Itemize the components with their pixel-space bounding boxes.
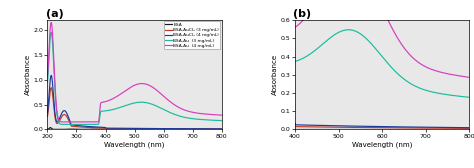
BSA-Au  (4 mg/mL) (104, 100, 109, 102)
BSA (47, 127, 53, 129)
Y-axis label: Absorbance: Absorbance (25, 54, 31, 95)
BSA-Au  (4 mg/mL) (140, 82, 146, 85)
BSA-Au  (4 mg/mL) (74, 121, 80, 123)
BSA-Au  (3 mg/mL) (48, 31, 54, 33)
Y-axis label: Absorbance: Absorbance (272, 54, 278, 95)
BSA-AuCl₃ (4 mg/mL) (219, 128, 225, 130)
BSA-AuCl₃ (4 mg/mL) (48, 74, 54, 76)
BSA-AuCl₃ (3 mg/mL) (74, 126, 80, 128)
BSA-Au  (3 mg/mL) (104, 110, 109, 112)
Line: BSA-AuCl₃ (3 mg/mL): BSA-AuCl₃ (3 mg/mL) (47, 88, 222, 129)
Line: BSA: BSA (47, 128, 222, 129)
Line: BSA-Au  (4 mg/mL): BSA-Au (4 mg/mL) (47, 23, 222, 122)
BSA-Au  (3 mg/mL) (137, 101, 142, 103)
BSA-AuCl₃ (4 mg/mL) (45, 112, 50, 114)
BSA-Au  (3 mg/mL) (219, 120, 225, 122)
BSA-Au  (3 mg/mL) (73, 123, 78, 125)
BSA (74, 128, 80, 130)
BSA (140, 128, 146, 130)
Line: BSA-AuCl₃ (4 mg/mL): BSA-AuCl₃ (4 mg/mL) (47, 75, 222, 129)
BSA (68, 128, 73, 130)
BSA (86, 128, 92, 130)
BSA-Au  (4 mg/mL) (45, 75, 50, 77)
BSA-AuCl₃ (3 mg/mL) (219, 128, 225, 130)
BSA (104, 128, 109, 130)
BSA-AuCl₃ (4 mg/mL) (140, 128, 146, 130)
BSA-AuCl₃ (3 mg/mL) (103, 128, 109, 130)
BSA-AuCl₃ (4 mg/mL) (137, 127, 142, 129)
BSA-AuCl₃ (4 mg/mL) (103, 127, 109, 129)
BSA-Au  (3 mg/mL) (120, 105, 126, 107)
BSA-AuCl₃ (3 mg/mL) (140, 128, 146, 130)
Line: BSA-Au  (3 mg/mL): BSA-Au (3 mg/mL) (47, 32, 222, 124)
BSA-AuCl₃ (3 mg/mL) (48, 87, 54, 89)
BSA-Au  (3 mg/mL) (45, 81, 50, 83)
BSA-Au  (3 mg/mL) (74, 123, 80, 125)
BSA-AuCl₃ (4 mg/mL) (74, 124, 80, 127)
BSA (219, 128, 225, 130)
BSA-Au  (4 mg/mL) (48, 22, 54, 24)
X-axis label: Wavelength (nm): Wavelength (nm) (104, 141, 165, 148)
BSA-Au  (3 mg/mL) (140, 101, 146, 103)
BSA-Au  (4 mg/mL) (73, 121, 78, 123)
BSA-Au  (4 mg/mL) (68, 121, 73, 123)
BSA-AuCl₃ (3 mg/mL) (68, 124, 73, 126)
BSA-AuCl₃ (3 mg/mL) (137, 128, 142, 130)
BSA (120, 128, 126, 130)
BSA-Au  (4 mg/mL) (137, 83, 142, 85)
BSA-AuCl₃ (3 mg/mL) (45, 115, 50, 117)
Text: (b): (b) (293, 9, 311, 19)
BSA-Au  (4 mg/mL) (120, 91, 126, 93)
BSA-Au  (3 mg/mL) (68, 123, 73, 125)
X-axis label: Wavelength (nm): Wavelength (nm) (352, 141, 412, 148)
BSA-AuCl₃ (3 mg/mL) (120, 128, 126, 130)
BSA-AuCl₃ (4 mg/mL) (120, 127, 126, 129)
Legend: BSA, BSA-AuCl₃ (3 mg/mL), BSA-AuCl₃ (4 mg/mL), BSA-Au  (3 mg/mL), BSA-Au  (4 mg/: BSA, BSA-AuCl₃ (3 mg/mL), BSA-AuCl₃ (4 m… (164, 22, 220, 49)
BSA-Au  (4 mg/mL) (219, 114, 225, 116)
BSA (45, 128, 50, 130)
BSA-AuCl₃ (4 mg/mL) (68, 122, 73, 124)
BSA (137, 128, 142, 130)
Text: (a): (a) (46, 9, 64, 19)
